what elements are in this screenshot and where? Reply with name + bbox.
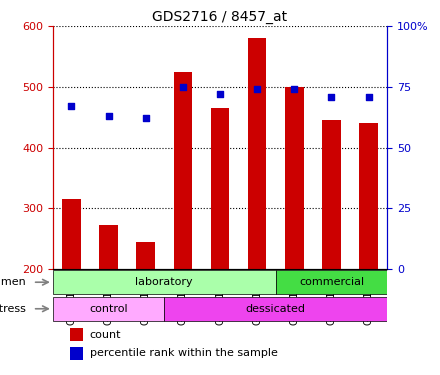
- Text: percentile rank within the sample: percentile rank within the sample: [90, 348, 278, 358]
- Text: laboratory: laboratory: [136, 277, 193, 287]
- Bar: [211, 108, 229, 269]
- Point: [180, 84, 187, 90]
- Text: dessicated: dessicated: [246, 304, 306, 314]
- Text: count: count: [90, 330, 121, 339]
- FancyBboxPatch shape: [164, 297, 387, 321]
- Bar: [359, 123, 378, 269]
- Text: control: control: [89, 304, 128, 314]
- Title: GDS2716 / 8457_at: GDS2716 / 8457_at: [152, 10, 288, 24]
- Point: [328, 94, 335, 100]
- Bar: [70, 328, 83, 341]
- Point: [68, 104, 75, 110]
- Text: specimen: specimen: [0, 277, 26, 287]
- Bar: [62, 199, 81, 269]
- FancyBboxPatch shape: [53, 297, 164, 321]
- Bar: [99, 225, 118, 269]
- FancyBboxPatch shape: [53, 270, 276, 294]
- Point: [365, 94, 372, 100]
- Point: [291, 86, 298, 92]
- Bar: [70, 347, 83, 360]
- Point: [216, 91, 224, 97]
- Point: [142, 116, 149, 122]
- Point: [105, 113, 112, 119]
- Text: stress: stress: [0, 304, 26, 314]
- Bar: [173, 72, 192, 269]
- Bar: [285, 87, 304, 269]
- Bar: [322, 120, 341, 269]
- Bar: [136, 242, 155, 269]
- Text: commercial: commercial: [299, 277, 364, 287]
- Bar: [248, 38, 267, 269]
- FancyBboxPatch shape: [276, 270, 387, 294]
- Point: [253, 86, 260, 92]
